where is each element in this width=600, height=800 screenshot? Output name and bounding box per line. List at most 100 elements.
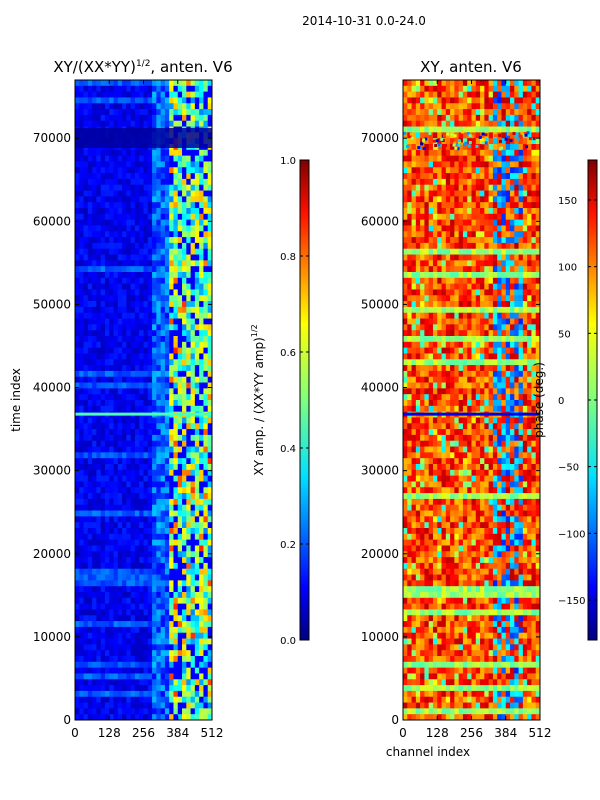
heatmap-cell: [100, 586, 106, 593]
heatmap-cell: [514, 318, 519, 325]
heatmap-cell: [207, 114, 212, 122]
heatmap-cell: [113, 562, 119, 570]
heatmap-cell: [403, 114, 408, 122]
heatmap-cell: [87, 458, 93, 465]
heatmap-cell: [531, 312, 537, 319]
heatmap-cell: [75, 644, 80, 651]
heatmap-cell: [407, 97, 412, 104]
heatmap-cell: [134, 650, 140, 657]
heatmap-cell: [471, 202, 477, 209]
heatmap-cell: [450, 202, 455, 209]
heatmap-cell: [164, 394, 170, 401]
heatmap-cell: [130, 254, 136, 261]
heatmap-cell: [117, 370, 123, 378]
heatmap-cell: [130, 289, 136, 296]
heatmap-cell: [194, 359, 200, 366]
heatmap-cell: [79, 359, 84, 366]
heatmap-cell: [126, 574, 132, 581]
heatmap-cell: [92, 272, 97, 279]
heatmap-cell: [122, 696, 127, 703]
heatmap-cell: [199, 545, 204, 552]
heatmap-cell: [79, 498, 84, 506]
heatmap-cell: [203, 644, 209, 651]
heatmap-cell: [480, 231, 485, 238]
heatmap-cell: [199, 190, 204, 197]
heatmap-cell: [173, 295, 179, 302]
heatmap-cell: [109, 359, 114, 366]
heatmap-cell: [432, 144, 438, 151]
heatmap-cell: [134, 312, 140, 319]
heatmap-cell: [505, 312, 511, 319]
heatmap-cell: [462, 242, 468, 250]
heatmap-cell: [428, 138, 434, 145]
heatmap-cell: [169, 446, 174, 453]
heatmap-cell: [420, 225, 425, 232]
heatmap-cell: [527, 184, 532, 191]
heatmap-cell: [194, 632, 200, 639]
heatmap-cell: [156, 272, 162, 279]
heatmap-cell: [462, 295, 468, 302]
heatmap-cell: [147, 522, 153, 529]
heatmap-cell: [510, 306, 515, 314]
heatmap-cell: [96, 580, 102, 587]
heatmap-cell: [104, 306, 110, 314]
heatmap-cell: [199, 685, 204, 692]
heatmap-cell: [92, 504, 97, 511]
heatmap-cell: [126, 306, 132, 314]
heatmap-cell: [169, 219, 174, 226]
heatmap-cell: [100, 213, 106, 221]
heatmap-cell: [207, 708, 212, 715]
heatmap-cell: [143, 370, 149, 378]
heatmap-cell: [207, 656, 212, 663]
heatmap-cell: [117, 551, 123, 558]
heatmap-cell: [160, 394, 166, 401]
heatmap-cell: [467, 272, 472, 279]
heatmap-cell: [117, 667, 123, 674]
heatmap-cell: [173, 219, 179, 226]
heatmap-cell: [186, 312, 191, 319]
heatmap-cell: [134, 510, 140, 517]
heatmap-cell: [177, 341, 183, 349]
heatmap-cell: [424, 149, 430, 157]
heatmap-cell: [164, 475, 170, 482]
heatmap-cell: [160, 708, 166, 715]
heatmap-cell: [203, 475, 209, 482]
heatmap-cell: [177, 149, 183, 157]
heatmap-cell: [424, 161, 430, 168]
heatmap-cell: [156, 109, 162, 116]
heatmap-cell: [75, 603, 80, 610]
heatmap-cell: [83, 621, 89, 628]
heatmap-cell: [190, 85, 196, 93]
heatmap-cell: [186, 388, 191, 395]
heatmap-highlight-row: [75, 412, 212, 416]
heatmap-cell: [100, 574, 106, 581]
heatmap-cell: [458, 219, 464, 226]
heatmap-cell: [92, 208, 97, 215]
heatmap-cell: [152, 178, 157, 186]
heatmap-cell: [92, 190, 97, 197]
heatmap-cell: [420, 260, 425, 267]
heatmap-cell: [194, 644, 200, 651]
heatmap-cell: [445, 178, 451, 186]
heatmap-cell: [203, 376, 209, 383]
heatmap-cell: [186, 679, 191, 686]
heatmap-cell: [203, 353, 209, 360]
heatmap-cell: [480, 266, 485, 273]
heatmap-cell: [510, 161, 515, 168]
heatmap-cell: [177, 306, 183, 314]
heatmap-cell: [531, 80, 537, 87]
heatmap-cell: [199, 434, 204, 442]
heatmap-cell: [164, 173, 170, 180]
heatmap-cell: [207, 551, 212, 558]
heatmap-cell: [199, 586, 204, 593]
heatmap-cell: [522, 85, 528, 93]
heatmap-cell: [156, 446, 162, 453]
heatmap-cell: [122, 609, 127, 616]
heatmap-cell: [92, 80, 97, 87]
heatmap-cell: [96, 324, 102, 331]
heatmap-cell: [96, 394, 102, 401]
heatmap-cell: [160, 260, 166, 267]
heatmap-cell: [160, 225, 166, 232]
heatmap-cell: [199, 597, 204, 605]
heatmap-cell: [169, 178, 174, 186]
